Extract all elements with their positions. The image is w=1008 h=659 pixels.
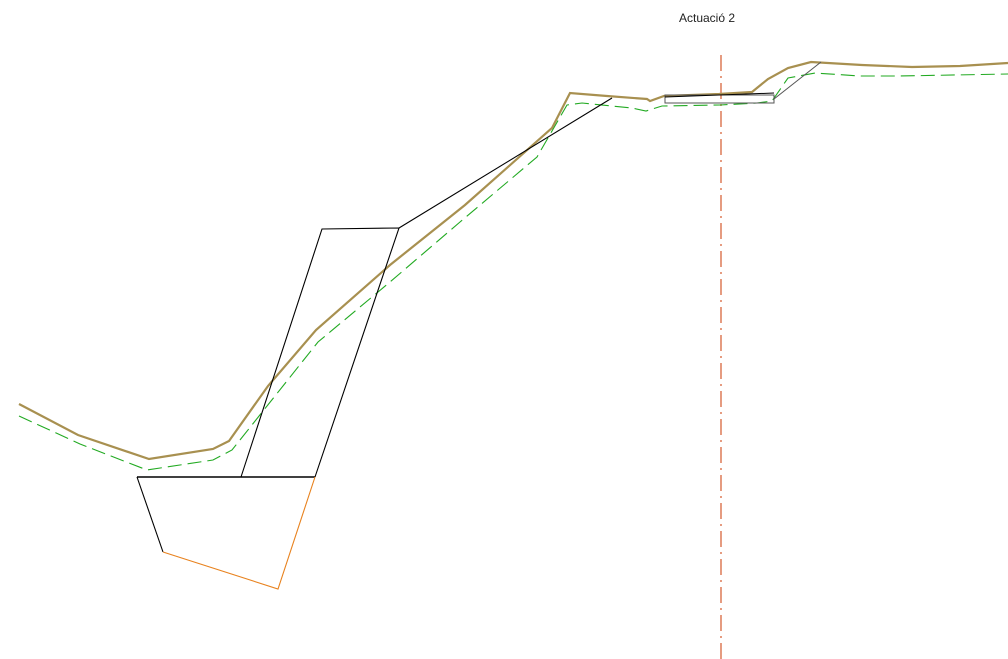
- small-element-line: [664, 92, 775, 98]
- retaining-wall-outline: [240, 227, 400, 478]
- foundation-outline: [162, 476, 316, 590]
- excavation-profile-line: [18, 72, 1008, 471]
- annotation-label: Actuació 2: [679, 11, 736, 25]
- small-element-slope: [773, 61, 822, 100]
- terrain-profile-line: [18, 60, 1008, 461]
- foundation-left-edge: [136, 476, 164, 553]
- anchor-line: [398, 97, 613, 229]
